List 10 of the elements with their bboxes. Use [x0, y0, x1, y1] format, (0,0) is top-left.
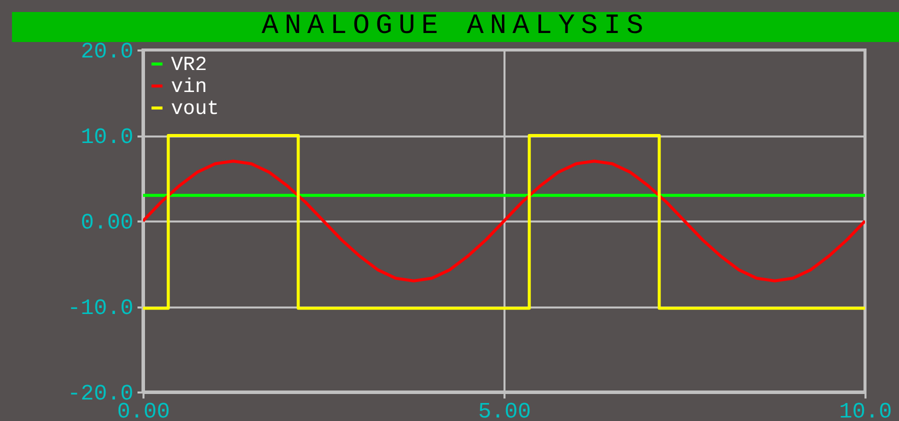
x-tick-label: 10.0 [839, 400, 892, 421]
x-tick-label: 5.00 [478, 400, 531, 421]
y-tick-label: -10.0 [67, 296, 134, 321]
legend-label: vout [171, 98, 220, 121]
legend-label: VR2 [171, 54, 208, 77]
legend-label: vin [171, 76, 208, 99]
y-tick-label: 10.0 [80, 125, 134, 150]
chart-title: ANALOGUE ANALYSIS [262, 11, 650, 42]
y-tick-label: 0.00 [80, 210, 134, 236]
y-tick-label: 20.0 [80, 40, 134, 64]
